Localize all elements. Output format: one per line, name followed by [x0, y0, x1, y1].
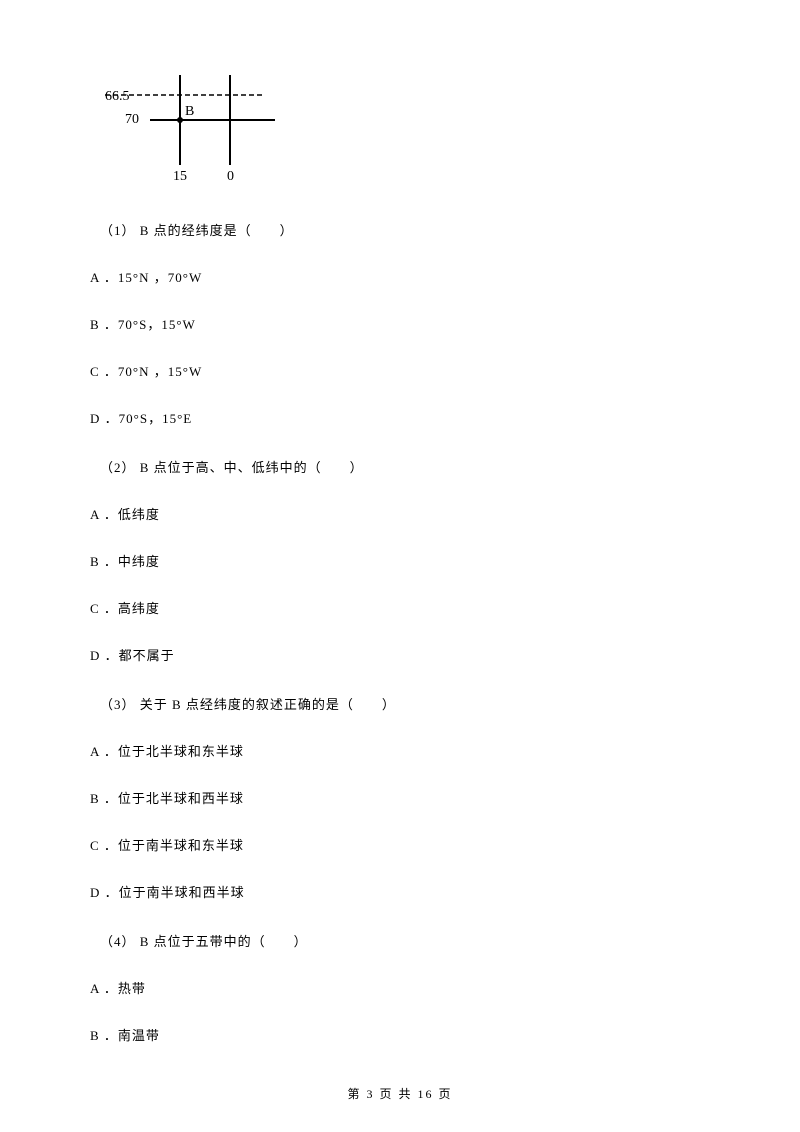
- option-d: D ．70°S，15°E: [90, 408, 710, 427]
- coordinate-diagram: 66.5 70 B 15 0: [105, 70, 710, 195]
- questions-content: （1） B 点的经纬度是（ ） A ．15°N ，70°W B ．70°S，15…: [90, 220, 710, 1044]
- question-prompt: （2） B 点位于高、中、低纬中的（ ）: [100, 457, 710, 476]
- option-b: B ．位于北半球和西半球: [90, 788, 710, 807]
- option-a: A ．15°N ，70°W: [90, 267, 710, 286]
- option-a: A ．位于北半球和东半球: [90, 741, 710, 760]
- question-1: （1） B 点的经纬度是（ ） A ．15°N ，70°W B ．70°S，15…: [90, 220, 710, 427]
- page-number: 第 3 页 共 16 页: [347, 1087, 452, 1101]
- question-prompt: （4） B 点位于五带中的（ ）: [100, 931, 710, 950]
- option-b: B ．70°S，15°W: [90, 314, 710, 333]
- option-a: A ．热带: [90, 978, 710, 997]
- label-70: 70: [125, 112, 139, 127]
- option-d: D ．都不属于: [90, 645, 710, 664]
- label-b: B: [185, 104, 194, 119]
- question-3: （3） 关于 B 点经纬度的叙述正确的是（ ） A ．位于北半球和东半球 B ．…: [90, 694, 710, 901]
- point-b-marker: [177, 117, 183, 123]
- option-c: C ．高纬度: [90, 598, 710, 617]
- question-prompt: （1） B 点的经纬度是（ ）: [100, 220, 710, 239]
- label-665: 66.5: [105, 89, 130, 104]
- option-b: B ．中纬度: [90, 551, 710, 570]
- option-b: B ．南温带: [90, 1025, 710, 1044]
- question-4: （4） B 点位于五带中的（ ） A ．热带 B ．南温带: [90, 931, 710, 1044]
- question-2: （2） B 点位于高、中、低纬中的（ ） A ．低纬度 B ．中纬度 C ．高纬…: [90, 457, 710, 664]
- option-c: C ．70°N ，15°W: [90, 361, 710, 380]
- option-c: C ．位于南半球和东半球: [90, 835, 710, 854]
- option-d: D ．位于南半球和西半球: [90, 882, 710, 901]
- question-prompt: （3） 关于 B 点经纬度的叙述正确的是（ ）: [100, 694, 710, 713]
- label-15: 15: [173, 169, 187, 184]
- label-0: 0: [227, 169, 234, 184]
- option-a: A ．低纬度: [90, 504, 710, 523]
- page-footer: 第 3 页 共 16 页: [0, 1085, 800, 1102]
